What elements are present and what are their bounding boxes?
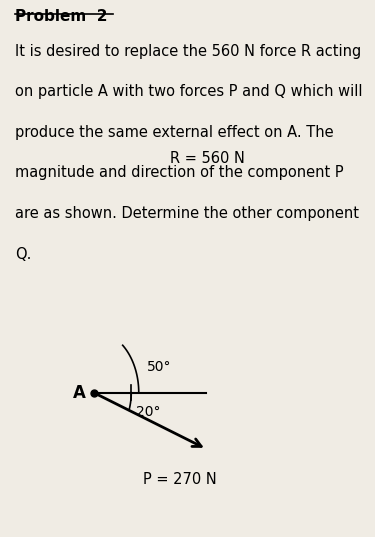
Text: Q.: Q. <box>15 246 32 262</box>
Text: on particle A with two forces P and Q which will: on particle A with two forces P and Q wh… <box>15 84 363 99</box>
Text: are as shown. Determine the other component: are as shown. Determine the other compon… <box>15 206 359 221</box>
Text: 50°: 50° <box>147 360 171 374</box>
Text: produce the same external effect on A. The: produce the same external effect on A. T… <box>15 125 334 140</box>
Text: It is desired to replace the 560 N force R acting: It is desired to replace the 560 N force… <box>15 43 361 59</box>
Text: R = 560 N: R = 560 N <box>170 151 245 166</box>
Text: A: A <box>73 383 86 402</box>
Text: Problem  2: Problem 2 <box>15 9 108 24</box>
Text: 20°: 20° <box>136 405 160 419</box>
Text: P = 270 N: P = 270 N <box>143 472 217 487</box>
Text: magnitude and direction of the component P: magnitude and direction of the component… <box>15 165 344 180</box>
